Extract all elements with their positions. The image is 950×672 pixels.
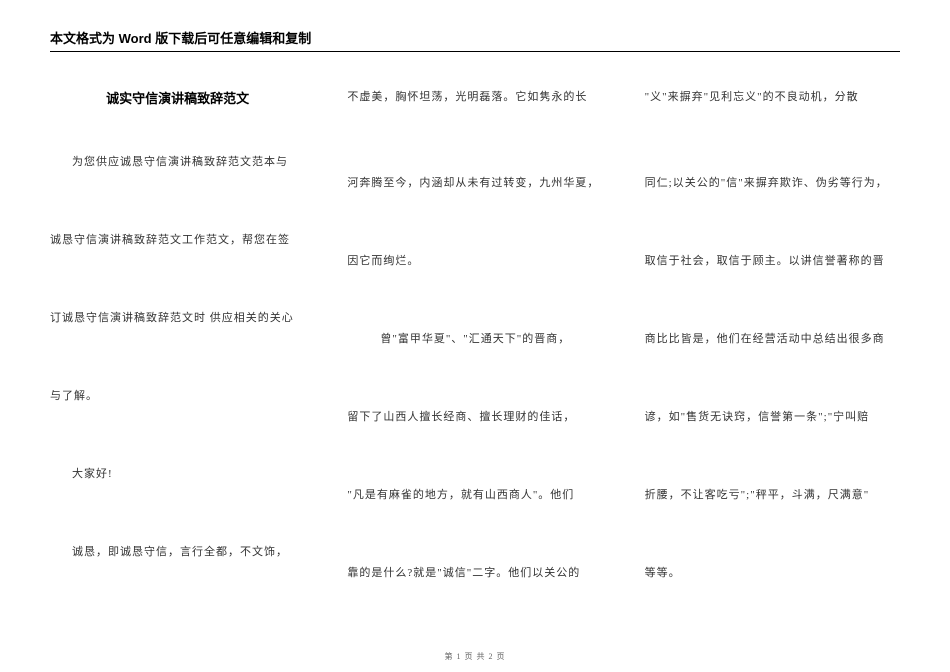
body-line: 谚，如"售货无诀窍，信誉第一条";"宁叫赔 [645,408,900,424]
three-column-layout: 诚实守信演讲稿致辞范文 为您供应诚恳守信演讲稿致辞范文范本与 诚恳守信演讲稿致辞… [50,88,900,642]
body-line: 同仁;以关公的"信"来摒弃欺诈、伪劣等行为， [645,174,900,190]
document-page: 本文格式为 Word 版下载后可任意编辑和复制 诚实守信演讲稿致辞范文 为您供应… [0,0,950,672]
body-line: 不虚美，胸怀坦荡，光明磊落。它如隽永的长 [347,88,602,104]
body-line: 大家好! [50,465,305,481]
body-line: 取信于社会，取信于顾主。以讲信誉著称的晋 [645,252,900,268]
column-3: "义"来摒弃"见利忘义"的不良动机，分散 同仁;以关公的"信"来摒弃欺诈、伪劣等… [645,88,900,642]
body-line: 靠的是什么?就是"诚信"二字。他们以关公的 [347,564,602,580]
body-line: 留下了山西人擅长经商、擅长理财的佳话， [347,408,602,424]
body-line: 诚恳守信演讲稿致辞范文工作范文，帮您在签 [50,231,305,247]
body-line: 订诚恳守信演讲稿致辞范文时 供应相关的关心 [50,309,305,325]
body-line: 诚恳，即诚恳守信，言行全都，不文饰， [50,543,305,559]
body-line: 等等。 [645,564,900,580]
body-line: "凡是有麻雀的地方，就有山西商人"。他们 [347,486,602,502]
body-line: 河奔腾至今，内涵却从未有过转变，九州华夏， [347,174,602,190]
body-line: 因它而绚烂。 [347,252,602,268]
format-notice-heading: 本文格式为 Word 版下载后可任意编辑和复制 [50,28,900,52]
body-line: 曾"富甲华夏"、"汇通天下"的晋商， [347,330,602,346]
column-2: 不虚美，胸怀坦荡，光明磊落。它如隽永的长 河奔腾至今，内涵却从未有过转变，九州华… [347,88,602,642]
body-line: 与了解。 [50,387,305,403]
document-title: 诚实守信演讲稿致辞范文 [50,88,305,107]
body-line: "义"来摒弃"见利忘义"的不良动机，分散 [645,88,900,104]
column-1: 诚实守信演讲稿致辞范文 为您供应诚恳守信演讲稿致辞范文范本与 诚恳守信演讲稿致辞… [50,88,305,642]
page-footer: 第 1 页 共 2 页 [0,651,950,662]
body-line: 折腰，不让客吃亏";"秤平，斗满，尺满意" [645,486,900,502]
body-line: 商比比皆是，他们在经营活动中总结出很多商 [645,330,900,346]
body-line: 为您供应诚恳守信演讲稿致辞范文范本与 [50,153,305,169]
